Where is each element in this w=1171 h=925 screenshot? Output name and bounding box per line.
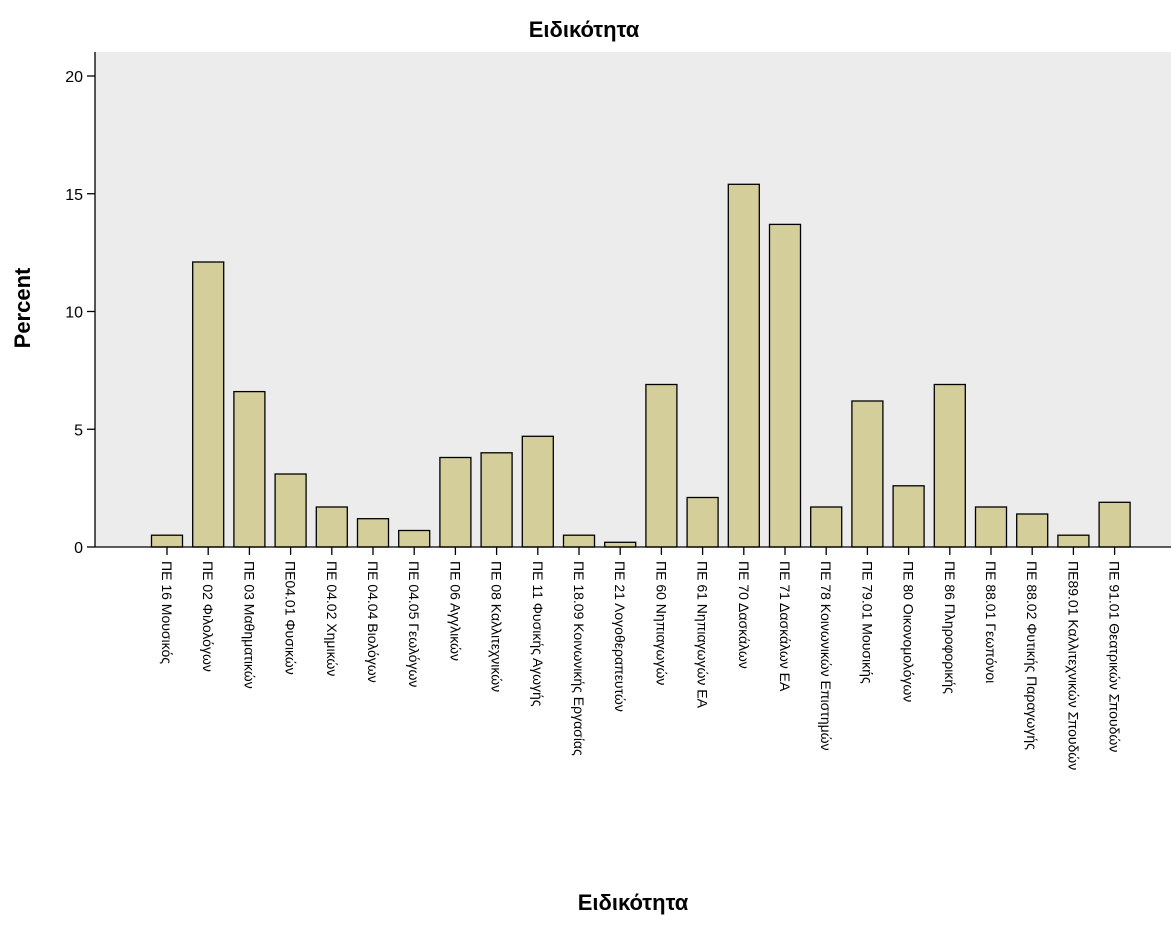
x-tick-label: ΠΕ 71 Δασκάλων ΕΑ xyxy=(777,561,793,692)
y-axis-label: Percent xyxy=(10,267,35,348)
x-tick-label: ΠΕ 88.01 Γεωπόνοι xyxy=(983,561,999,683)
x-tick-label: ΠΕ 80 Οικονομολόγων xyxy=(901,561,917,702)
bar xyxy=(604,541,637,548)
x-axis-label: Ειδικότητα xyxy=(578,890,689,915)
x-tick-label: ΠΕ 04.04 Βιολόγων xyxy=(365,561,381,683)
bar xyxy=(1057,534,1090,548)
bar xyxy=(974,506,1008,548)
x-tick-label: ΠΕ 18.09 Κοινωνικής Εργασίας xyxy=(571,561,587,756)
x-tick-label: ΠΕ 08 Καλλιτεχνικών xyxy=(489,561,505,692)
x-tick-label: ΠΕ 88.02 Φυτικής Παραγωγής xyxy=(1024,561,1040,750)
x-tick-label: ΠΕ 70 Δασκάλων xyxy=(736,561,752,669)
y-tick-label: 15 xyxy=(65,187,83,204)
x-tick-label: ΠΕ89.01 Καλλιτεχνικών Σπουδών xyxy=(1065,561,1081,770)
plot-area xyxy=(95,52,1171,547)
bar xyxy=(1098,501,1131,548)
x-tick-label: ΠΕ 61 Νηπιαγωγών ΕΑ xyxy=(695,561,711,709)
bar xyxy=(274,473,307,548)
y-tick-label: 10 xyxy=(65,305,83,322)
x-tick-label: ΠΕ 21 Λογοθεραπευτών xyxy=(612,561,628,712)
y-axis: 0 5 10 15 20 xyxy=(65,52,96,557)
x-tick-label: ΠΕ 91.01 Θεατρικών Σπουδών xyxy=(1107,561,1123,752)
x-axis: ΠΕ 16 Μουσικός ΠΕ 02 Φιλολόγων ΠΕ 03 Μαθημ… xyxy=(95,546,1171,770)
x-tick-label: ΠΕ 16 Μουσικός xyxy=(159,561,175,664)
bar xyxy=(192,261,225,548)
x-tick-label: ΠΕ 04.05 Γεωλόγων xyxy=(406,561,422,687)
x-tick-label: ΠΕ 03 Μαθηματικών xyxy=(241,561,257,689)
x-tick-label: ΠΕ 06 Αγγλικών xyxy=(447,561,463,661)
x-tick-label: ΠΕ04.01 Φυσικών xyxy=(283,561,299,675)
x-tick-label: ΠΕ 78 Κοινωνικών Επιστημών xyxy=(818,561,834,751)
bar xyxy=(1016,513,1049,548)
x-tick-label: ΠΕ 60 Νηπιαγωγών xyxy=(653,561,669,685)
bar xyxy=(892,485,925,548)
bar xyxy=(810,506,843,548)
bar xyxy=(356,518,390,548)
bar xyxy=(645,383,678,548)
bar-group xyxy=(150,183,1131,548)
x-tick-label: ΠΕ 04.02 Χημικών xyxy=(324,561,340,676)
bar xyxy=(315,506,348,548)
x-tick-label: ΠΕ 86 Πληροφορικής xyxy=(942,561,958,694)
bar xyxy=(439,456,472,548)
x-tick-label: ΠΕ 02 Φιλολόγων xyxy=(200,561,216,672)
x-tick-label: ΠΕ 11 Φυσικής Αγωγής xyxy=(530,561,546,707)
bar xyxy=(480,452,513,548)
y-tick-label: 0 xyxy=(74,540,83,557)
bar xyxy=(768,223,802,548)
chart-title: Ειδικότητα xyxy=(529,17,640,42)
y-tick-label: 20 xyxy=(65,69,83,86)
bar xyxy=(233,390,266,548)
bar xyxy=(851,400,884,548)
bar xyxy=(562,534,596,548)
bar xyxy=(727,183,760,548)
bar xyxy=(933,383,966,548)
bar xyxy=(150,534,184,548)
bar xyxy=(521,435,554,548)
bar xyxy=(398,529,431,548)
y-tick-label: 5 xyxy=(74,422,83,439)
bar xyxy=(686,496,719,548)
x-tick-label: ΠΕ 79.01 Μουσικής xyxy=(859,561,875,684)
